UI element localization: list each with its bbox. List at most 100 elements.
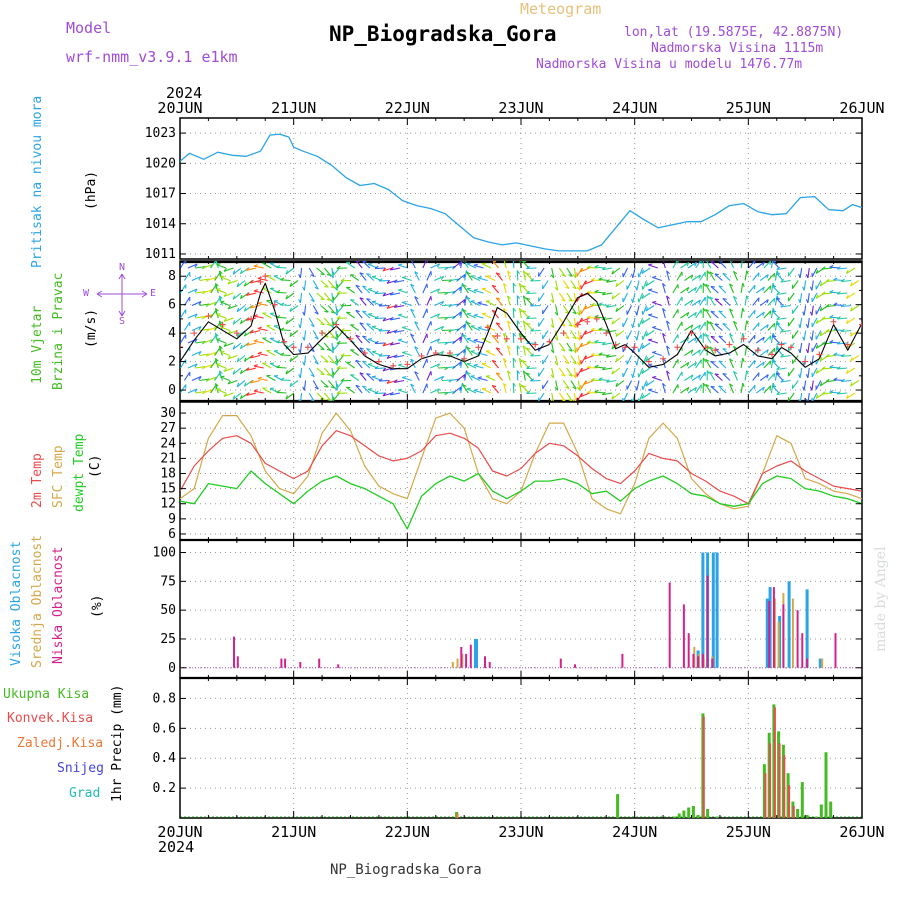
wind-gust-marker (844, 341, 851, 348)
wind-barb (191, 375, 202, 382)
wind-barb (776, 367, 787, 371)
wind-barb (236, 330, 246, 338)
wind-barb (394, 379, 405, 383)
wind-barb-head (641, 385, 644, 390)
wind-barb-head (836, 291, 841, 295)
wind-barb (672, 309, 679, 319)
wind-barb-head (821, 291, 826, 295)
wind-compass: W E N S (83, 262, 156, 327)
wind-barb-head (239, 369, 243, 374)
wind-barb (598, 303, 609, 307)
wind-barb-head (507, 270, 511, 275)
wind-barb (299, 317, 303, 328)
wind-barb (227, 329, 238, 335)
wind-barb (452, 336, 462, 344)
wind-barb (522, 345, 526, 356)
total-precip-bar (800, 782, 804, 818)
wind-barb-head (436, 263, 441, 268)
wind-barb (430, 338, 440, 344)
wind-barb (525, 322, 534, 331)
wind-barb-head (522, 370, 527, 374)
wind-barb-head (220, 275, 225, 278)
wind-barb (687, 286, 697, 294)
wind-barb-head (324, 360, 329, 363)
wind-barb-head (378, 328, 383, 332)
wind-barb-head (518, 382, 523, 387)
wind-barb (460, 333, 463, 344)
wind-barb-head (219, 320, 223, 325)
wind-barb (262, 262, 272, 269)
wind-barb-head (320, 298, 325, 301)
wind-barb (299, 367, 303, 378)
wind-barb (210, 359, 217, 369)
wind-barb-head (709, 271, 714, 275)
low-cloud-bar (768, 600, 771, 668)
wind-barb-head (362, 310, 367, 313)
wind-barb-head (641, 344, 645, 349)
wind-barb-head (611, 345, 614, 350)
wind-barb-head (722, 322, 727, 325)
wind-barb-head (389, 316, 394, 321)
wind-barb (366, 323, 375, 331)
wind-barb-head (473, 288, 478, 291)
wind-barb-head (819, 282, 823, 287)
wind-barb (507, 345, 511, 356)
low-cloud-bar (460, 647, 463, 668)
wind-barb (594, 391, 605, 394)
wind-barb (799, 292, 803, 303)
wind-barb (687, 261, 697, 269)
wind-barb (666, 295, 670, 306)
wind-barb-head (430, 321, 432, 326)
wind-barb-head (825, 328, 830, 333)
wind-barb (594, 266, 605, 269)
wind-barb-head (652, 300, 657, 303)
wind-barb (236, 380, 246, 388)
wind-barb (602, 267, 613, 271)
wind-barb (622, 367, 628, 378)
wind-barb (512, 382, 515, 394)
wind-barb-head (466, 346, 471, 350)
wind-barb-head (706, 295, 710, 300)
wind-barb-head (298, 374, 301, 379)
wind-barb (626, 355, 632, 365)
wind-barb-head (227, 380, 231, 385)
wind-barb-head (729, 283, 734, 287)
wind-barb (481, 288, 492, 294)
wind-barb (733, 371, 739, 381)
wind-barb-head (821, 266, 826, 270)
wind-barb (422, 283, 428, 294)
wind-barb (684, 274, 694, 281)
wind-barb-head (473, 313, 478, 316)
wind-barb (232, 342, 242, 350)
total-precip-bar (805, 815, 809, 818)
wind-barb (687, 311, 697, 319)
wind-barb (803, 380, 807, 391)
x-date-label-top: 21JUN (271, 99, 316, 117)
wind-barb-head (310, 299, 315, 303)
wind-barb (289, 305, 299, 312)
legend-freezing-precip: Zaledj.Kisa (17, 736, 104, 751)
high-cloud-bar (805, 589, 809, 668)
high-cloud-bar (715, 552, 719, 668)
low-cloud-bar (318, 658, 321, 668)
wind-barb-head (776, 297, 781, 300)
wind-barb (503, 383, 507, 394)
wind-barb (187, 363, 198, 369)
wind-gust-marker (859, 321, 862, 328)
wind-barb (303, 305, 307, 316)
wind-barb (573, 317, 577, 328)
wind-barb-head (232, 395, 236, 400)
wind-barb (411, 261, 416, 269)
wind-barb (811, 367, 818, 378)
wind-barb (584, 329, 594, 335)
wind-barb-head (709, 371, 714, 375)
wind-barb-head (366, 323, 371, 326)
wind-barb (250, 329, 261, 334)
wind-barb-head (227, 305, 231, 310)
wind-barb (206, 351, 217, 357)
wind-barb (551, 292, 555, 303)
wind-barb-head (733, 295, 738, 300)
wind-barb-head (426, 283, 428, 288)
wind-barb (641, 292, 651, 299)
wind-barb-head (236, 382, 240, 387)
